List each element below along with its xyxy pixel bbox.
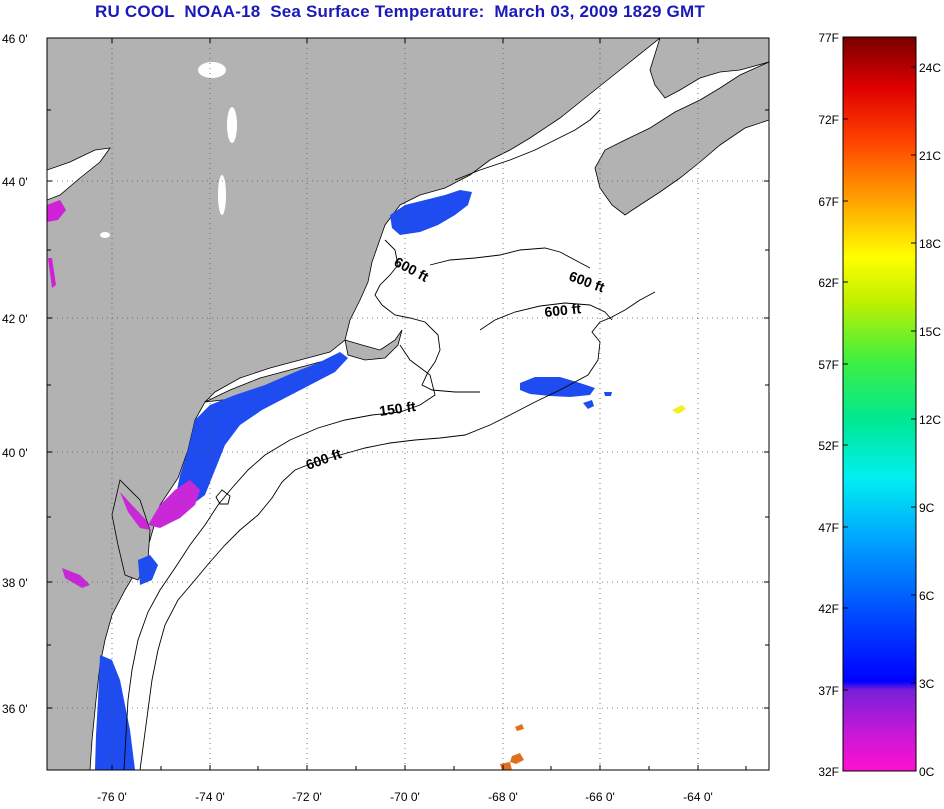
colorbar-c-label: 18C — [919, 237, 941, 251]
sst-georges-blue-fleck — [604, 392, 612, 396]
colorbar — [842, 36, 917, 772]
lat-label: 42 0' — [2, 312, 28, 326]
sst-gulf-of-maine-blue — [390, 190, 472, 235]
land-gaspe — [649, 38, 769, 99]
land-delmarva — [111, 479, 151, 581]
lon-label: -70 0' — [390, 790, 420, 804]
contour-600ft-gulf — [374, 239, 480, 393]
land-cape-cod — [344, 329, 403, 361]
colorbar-c-label: 24C — [919, 61, 941, 75]
colorbar-f-label: 77F — [818, 31, 839, 45]
contour-600ft-georges — [479, 302, 613, 331]
sst-chesapeake-magenta — [120, 492, 150, 530]
chart-title: RU COOL NOAA-18 Sea Surface Temperature:… — [95, 2, 705, 21]
colorbar-c-label: 0C — [919, 765, 935, 779]
sst-yellow-fleck — [672, 405, 686, 414]
plot-frame — [46, 37, 770, 771]
colorbar-f-label: 72F — [818, 113, 839, 127]
sst-chesapeake-magenta — [62, 568, 90, 588]
colorbar-c-label: 15C — [919, 325, 941, 339]
lat-label: 36 0' — [2, 702, 28, 716]
map-area — [47, 38, 769, 770]
colorbar-ticks — [843, 66, 916, 691]
sst-lake-magenta — [47, 200, 66, 222]
colorbar-c-label: 12C — [919, 413, 941, 427]
lon-label: -74 0' — [195, 790, 225, 804]
contour-small-ring — [215, 489, 231, 505]
lake — [227, 107, 237, 143]
colorbar-f-label: 47F — [818, 521, 839, 535]
land-nova-scotia — [594, 61, 769, 216]
colorbar-f-label: 62F — [818, 276, 839, 290]
lon-label: -72 0' — [292, 790, 322, 804]
axis-ticks — [47, 37, 769, 770]
lat-label: 40 0' — [2, 446, 28, 460]
contour-150ft-shelf — [123, 344, 436, 770]
colorbar-f-label: 67F — [818, 195, 839, 209]
lon-label: -64 0' — [683, 790, 713, 804]
lat-label: 46 0' — [2, 32, 28, 46]
lon-label: -66 0' — [585, 790, 615, 804]
contour-label: 150 ft — [378, 398, 417, 419]
gridlines — [47, 38, 769, 770]
lon-label: -68 0' — [488, 790, 518, 804]
lon-label: -76 0' — [97, 790, 127, 804]
colorbar-c-label: 3C — [919, 677, 935, 691]
sst-georges-blue-fleck — [583, 400, 594, 409]
land-us-mainland — [47, 38, 661, 770]
contour-600ft-shelf — [139, 291, 656, 770]
lake — [218, 175, 226, 215]
colorbar-c-label: 21C — [919, 149, 941, 163]
contour-label: 600 ft — [544, 300, 582, 320]
colorbar-c-label: 9C — [919, 501, 935, 515]
colorbar-f-label: 32F — [818, 765, 839, 779]
colorbar-f-label: 42F — [818, 602, 839, 616]
lat-label: 44 0' — [2, 175, 28, 189]
lake-ontario — [47, 147, 111, 201]
sst-finger-lake — [48, 258, 56, 288]
colorbar-c-label: 6C — [919, 589, 935, 603]
lat-label: 38 0' — [2, 576, 28, 590]
contour-inner-shelf — [454, 109, 601, 181]
lake — [100, 232, 110, 238]
sst-carolina-blue — [95, 655, 135, 770]
sst-orange-fleck — [515, 724, 524, 731]
colorbar-f-label: 52F — [818, 439, 839, 453]
sst-orange-fleck — [510, 753, 524, 764]
contour-600ft-east — [429, 247, 591, 269]
sst-magenta-band — [148, 480, 200, 528]
lake — [198, 62, 226, 78]
sst-georges-blue — [520, 377, 595, 397]
colorbar-f-label: 37F — [818, 684, 839, 698]
colorbar-f-label: 57F — [818, 358, 839, 372]
sst-carolina-blue — [138, 555, 158, 585]
